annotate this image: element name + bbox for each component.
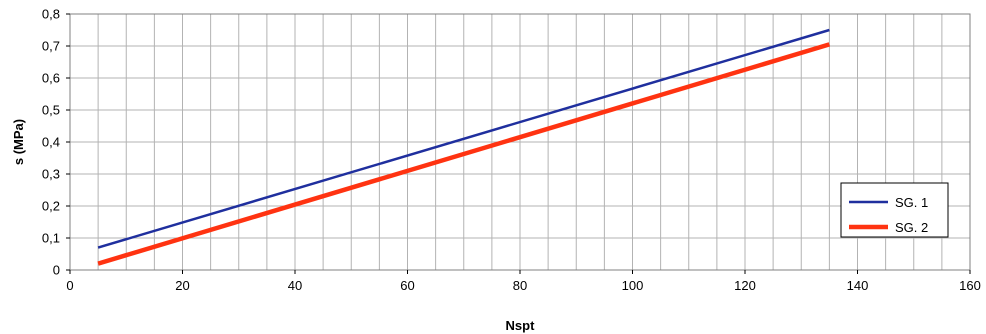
legend-label-sg2: SG. 2 (895, 220, 928, 235)
y-tick-label: 0,6 (42, 71, 60, 86)
legend-label-sg1: SG. 1 (895, 195, 928, 210)
y-tick-label: 0,8 (42, 7, 60, 22)
x-tick-label: 160 (959, 278, 981, 293)
y-tick-label: 0,5 (42, 103, 60, 118)
x-tick-labels: 0 20 40 60 80 100 120 140 160 (66, 270, 981, 293)
y-tick-label: 0,4 (42, 135, 60, 150)
series-line-sg-1 (97, 28, 830, 249)
legend: SG. 1 SG. 2 (840, 182, 949, 238)
x-tick-label: 20 (175, 278, 189, 293)
x-tick-label: 40 (288, 278, 302, 293)
y-tick-label: 0 (53, 263, 60, 278)
y-tick-label: 0,2 (42, 199, 60, 214)
y-tick-label: 0,3 (42, 167, 60, 182)
y-axis-title: s (MPa) (11, 119, 26, 165)
x-tick-label: 80 (513, 278, 527, 293)
series-line-sg-2 (97, 42, 831, 266)
y-tick-label: 0,7 (42, 39, 60, 54)
x-tick-label: 60 (400, 278, 414, 293)
x-axis-title: Nspt (506, 318, 536, 333)
y-tick-labels: 0 0,1 0,2 0,3 0,4 0,5 0,6 0,7 0,8 (42, 7, 70, 278)
x-tick-label: 100 (622, 278, 644, 293)
x-tick-label: 0 (66, 278, 73, 293)
x-tick-label: 140 (847, 278, 869, 293)
series-lines (97, 28, 831, 266)
y-tick-label: 0,1 (42, 231, 60, 246)
x-tick-label: 120 (734, 278, 756, 293)
